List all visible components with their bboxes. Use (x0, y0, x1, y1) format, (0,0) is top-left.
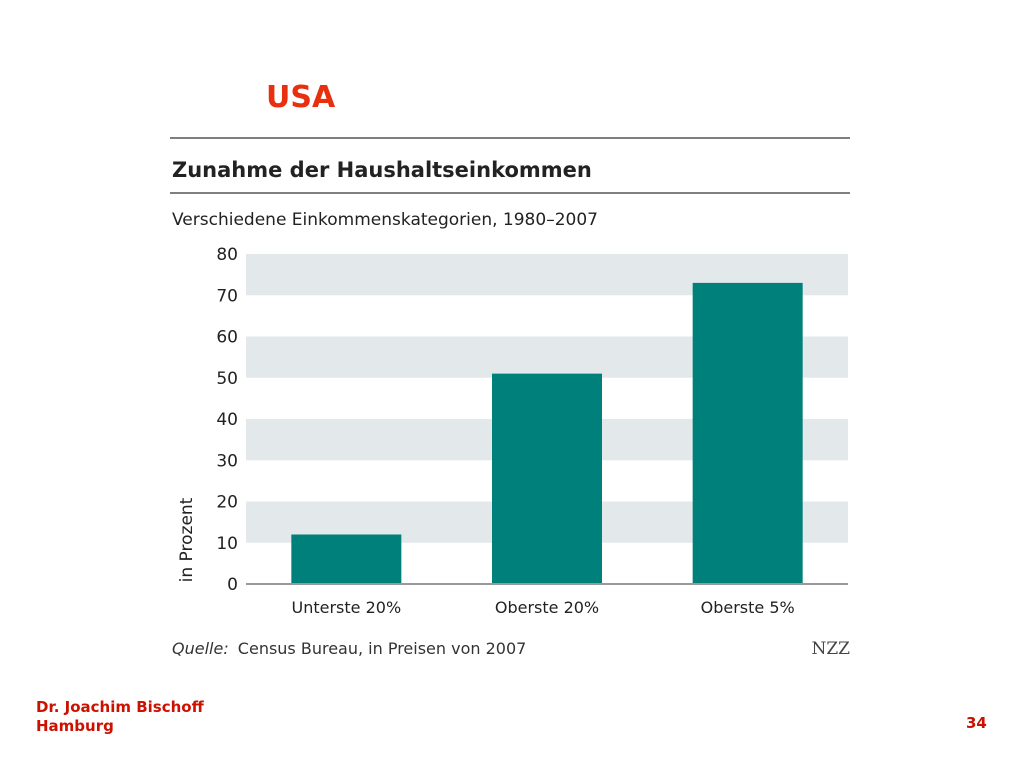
author-location: Hamburg (36, 717, 114, 735)
y-tick-label: 60 (216, 328, 238, 348)
y-tick-label: 70 (216, 286, 238, 306)
y-tick-label: 50 (216, 369, 238, 389)
x-tick-labels: Unterste 20% Oberste 20% Oberste 5% (292, 598, 795, 617)
bars (291, 282, 803, 584)
footer-author: Dr. Joachim Bischoff Hamburg (36, 698, 204, 736)
bar (291, 534, 402, 584)
publisher-logo: NZZ (812, 639, 851, 659)
y-tick-label: 80 (216, 245, 238, 265)
slide-title: USA (266, 80, 336, 115)
source-label: Quelle: (172, 639, 229, 658)
y-axis-label: in Prozent (177, 497, 197, 582)
y-tick-label: 20 (216, 493, 238, 513)
x-tick-label: Unterste 20% (292, 598, 402, 617)
bar (492, 373, 602, 584)
source-text: Census Bureau, in Preisen von 2007 (238, 639, 527, 658)
x-tick-label: Oberste 20% (495, 598, 599, 617)
chart-subtitle: Verschiedene Einkommenskategorien, 1980–… (172, 210, 598, 230)
y-tick-labels: 0 10 20 30 40 50 60 70 80 (216, 245, 238, 595)
author-name: Dr. Joachim Bischoff (36, 698, 204, 716)
x-tick-label: Oberste 5% (701, 598, 795, 617)
y-tick-label: 40 (216, 410, 238, 430)
y-tick-label: 0 (227, 575, 238, 595)
source-note: Quelle: Census Bureau, in Preisen von 20… (172, 639, 526, 658)
page-number: 34 (966, 714, 987, 732)
chart-title: Zunahme der Haushaltseinkommen (172, 158, 592, 182)
y-tick-label: 10 (216, 534, 238, 554)
bar (692, 282, 803, 584)
y-tick-label: 30 (216, 451, 238, 471)
